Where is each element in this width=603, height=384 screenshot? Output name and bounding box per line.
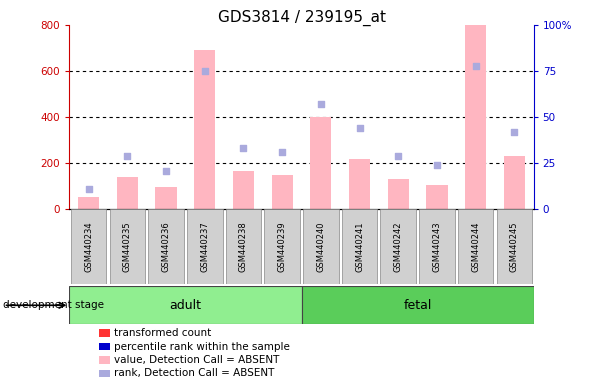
Bar xyxy=(458,209,493,284)
Bar xyxy=(99,370,110,377)
Point xyxy=(161,167,171,174)
Bar xyxy=(504,156,525,209)
Bar xyxy=(187,209,223,284)
Text: GSM440236: GSM440236 xyxy=(162,221,171,272)
Text: transformed count: transformed count xyxy=(115,328,212,338)
Text: GSM440238: GSM440238 xyxy=(239,221,248,272)
Bar xyxy=(117,177,138,209)
Bar xyxy=(148,209,184,284)
Text: adult: adult xyxy=(169,299,201,312)
Point xyxy=(316,101,326,107)
Text: fetal: fetal xyxy=(403,299,432,312)
Bar xyxy=(302,286,534,324)
Bar xyxy=(69,286,302,324)
Text: GSM440234: GSM440234 xyxy=(84,222,93,272)
Bar xyxy=(194,50,215,209)
Text: GSM440240: GSM440240 xyxy=(317,222,326,272)
Bar xyxy=(271,175,293,209)
Point xyxy=(510,129,519,135)
Text: GSM440244: GSM440244 xyxy=(471,222,480,272)
Bar xyxy=(233,171,254,209)
Bar xyxy=(310,117,332,209)
Point xyxy=(432,162,442,168)
Bar xyxy=(388,179,409,209)
Text: GSM440239: GSM440239 xyxy=(277,222,286,272)
Point xyxy=(471,63,481,69)
Text: GSM440241: GSM440241 xyxy=(355,222,364,272)
Point xyxy=(200,68,210,74)
Bar xyxy=(226,209,261,284)
Bar xyxy=(426,185,447,209)
Bar xyxy=(303,209,339,284)
Bar xyxy=(99,356,110,364)
Point xyxy=(277,149,287,155)
Point xyxy=(355,125,364,131)
Point xyxy=(122,153,132,159)
Bar xyxy=(156,187,177,209)
Bar xyxy=(342,209,377,284)
Text: GSM440243: GSM440243 xyxy=(432,222,441,272)
Text: percentile rank within the sample: percentile rank within the sample xyxy=(115,341,290,352)
Text: GSM440235: GSM440235 xyxy=(123,222,132,272)
Text: development stage: development stage xyxy=(3,300,104,310)
Bar xyxy=(465,25,486,209)
Text: rank, Detection Call = ABSENT: rank, Detection Call = ABSENT xyxy=(115,368,275,379)
Bar xyxy=(99,343,110,350)
Bar xyxy=(78,197,99,209)
Bar xyxy=(264,209,300,284)
Text: GSM440237: GSM440237 xyxy=(200,221,209,272)
Bar xyxy=(496,209,532,284)
Bar xyxy=(419,209,455,284)
Text: value, Detection Call = ABSENT: value, Detection Call = ABSENT xyxy=(115,355,280,365)
Bar xyxy=(110,209,145,284)
Text: GSM440242: GSM440242 xyxy=(394,222,403,272)
Point xyxy=(84,186,93,192)
Bar xyxy=(71,209,107,284)
Point xyxy=(393,153,403,159)
Text: GDS3814 / 239195_at: GDS3814 / 239195_at xyxy=(218,10,385,26)
Bar xyxy=(99,329,110,337)
Point xyxy=(239,146,248,152)
Text: GSM440245: GSM440245 xyxy=(510,222,519,272)
Bar xyxy=(380,209,416,284)
Bar xyxy=(349,159,370,209)
